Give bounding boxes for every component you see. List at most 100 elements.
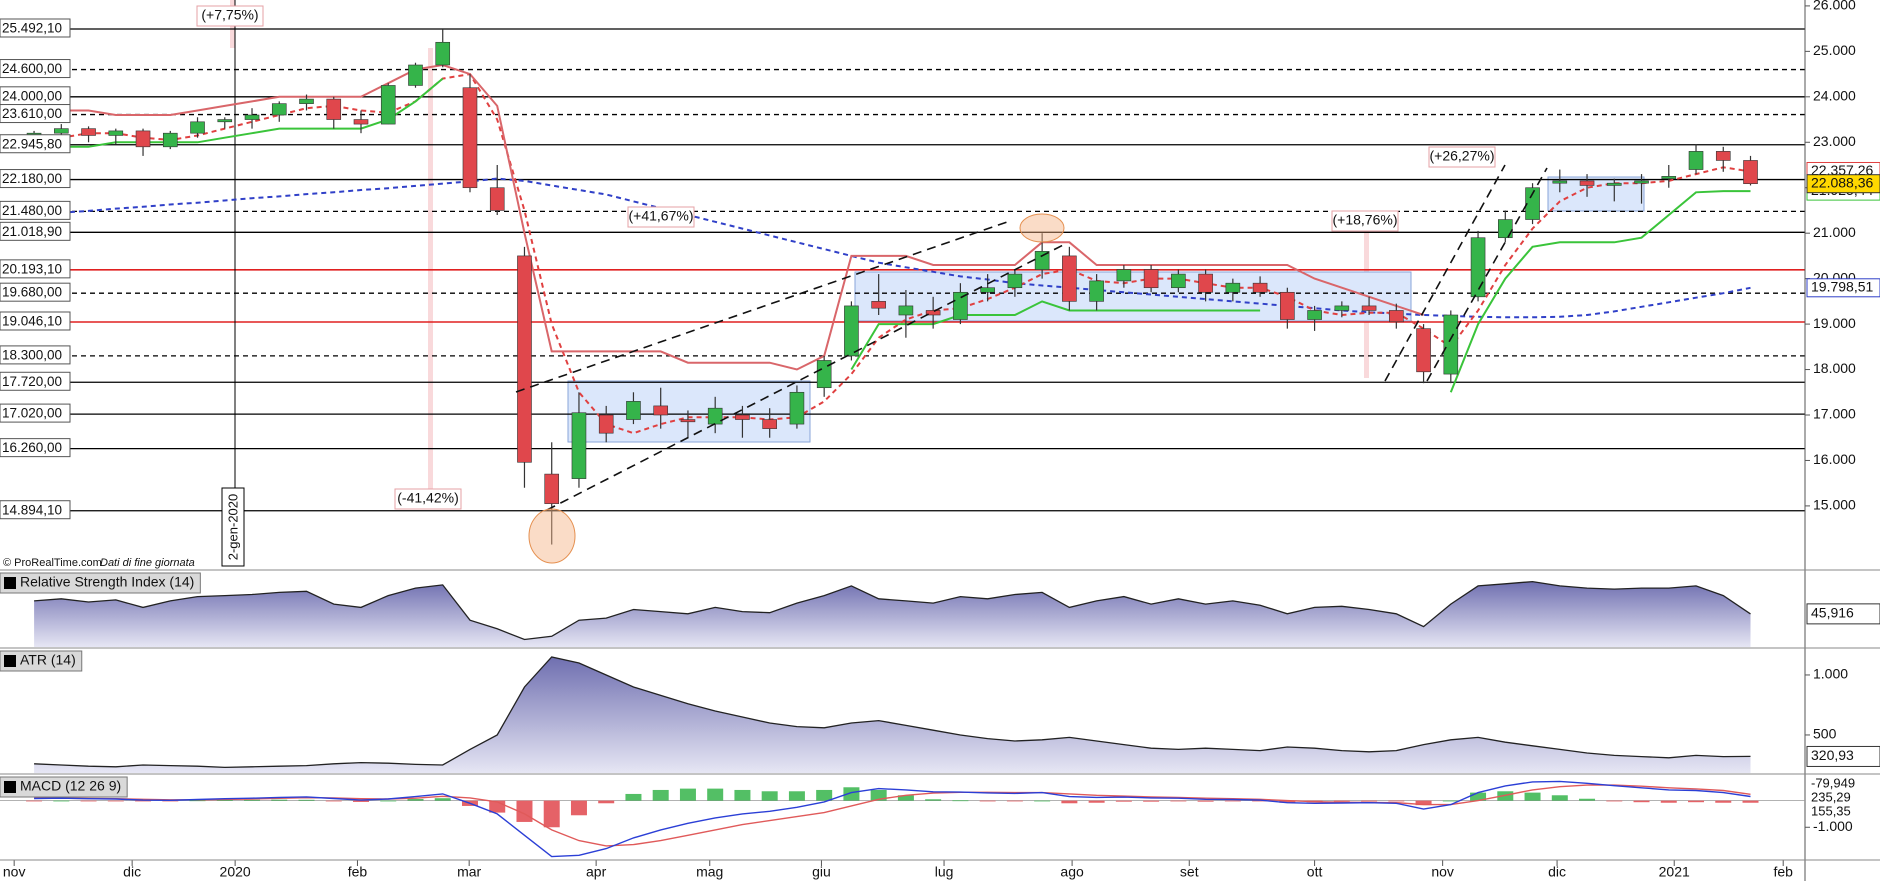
histogram-bar xyxy=(788,791,805,801)
date-marker-box xyxy=(221,487,245,567)
candle-body xyxy=(598,414,614,434)
histogram-bar xyxy=(271,799,288,801)
x-tick-label: 2020 xyxy=(220,864,251,880)
candle-body xyxy=(1007,273,1023,289)
candle-body xyxy=(108,130,124,136)
price-badge xyxy=(1806,174,1880,194)
candle-body xyxy=(925,310,941,316)
level-label: 17.020,00 xyxy=(2,406,62,421)
histogram-bar xyxy=(761,791,778,801)
histogram-bar xyxy=(1088,800,1105,803)
y-tick-label: 24.000 xyxy=(1813,88,1856,104)
candle-body xyxy=(1116,269,1132,282)
level-label-box xyxy=(0,221,71,241)
candle-body xyxy=(1525,187,1540,220)
histogram-bar xyxy=(1551,795,1568,801)
level-label: 22.945,80 xyxy=(2,136,62,151)
histogram-bar xyxy=(216,799,233,801)
histogram-bar xyxy=(53,800,70,802)
histogram-bar xyxy=(353,800,369,802)
y-tick-label: 23.000 xyxy=(1813,133,1856,149)
price-badge-label: 22.357,26 xyxy=(1811,162,1873,178)
x-tick-label: 2021 xyxy=(1659,864,1690,880)
histogram-bar xyxy=(679,788,696,801)
x-tick-label: lug xyxy=(935,864,954,880)
histogram-bar xyxy=(1524,792,1541,801)
candle-body xyxy=(1470,237,1486,298)
price-badge xyxy=(1806,278,1880,298)
x-tick-label: apr xyxy=(586,864,607,880)
histogram-bar xyxy=(843,787,860,801)
candle-body xyxy=(54,128,69,134)
highlight-band xyxy=(428,48,433,497)
histogram-bar xyxy=(1415,800,1432,806)
candle-body xyxy=(707,407,723,425)
level-label-box xyxy=(0,59,71,79)
candle-body xyxy=(135,130,151,148)
level-label: 21.480,00 xyxy=(2,203,62,218)
histogram-bar xyxy=(816,789,833,801)
level-label-box xyxy=(0,500,71,520)
y-tick-label: 16.000 xyxy=(1813,451,1856,467)
annotation: (-41,42%) xyxy=(397,490,458,506)
candle-body xyxy=(299,98,314,104)
candle-body xyxy=(1171,273,1186,289)
x-tick-label: nov xyxy=(1431,864,1454,880)
level-label-box xyxy=(0,311,71,331)
value-badge-label: -79,949 xyxy=(1811,775,1855,790)
level-label: 20.193,10 xyxy=(2,261,62,276)
histogram-bar xyxy=(1333,800,1350,802)
histogram-bar xyxy=(1224,800,1241,802)
panel-title: MACD (12 26 9) xyxy=(20,778,121,794)
y-tick-label: 19.000 xyxy=(1813,315,1856,331)
level-label: 14.894,10 xyxy=(2,502,62,517)
histogram-bar xyxy=(1197,800,1214,802)
candle-body xyxy=(816,360,832,389)
candle-body xyxy=(244,114,260,120)
panel-title-box xyxy=(0,650,83,672)
value-badge-label: 45,916 xyxy=(1811,605,1854,621)
histogram-bar xyxy=(707,788,724,801)
candle-body xyxy=(953,291,968,320)
histogram-bar xyxy=(652,789,669,801)
value-badge-label: 235,29 xyxy=(1811,789,1851,804)
candle-body xyxy=(571,412,587,479)
x-tick-label: set xyxy=(1180,864,1199,880)
overlay-line xyxy=(34,63,1424,371)
x-tick-label: ott xyxy=(1307,864,1323,880)
date-marker-label: 2-gen-2020 xyxy=(225,494,240,561)
histogram-bar xyxy=(1633,800,1650,803)
histogram-bar xyxy=(162,800,179,802)
candle-body xyxy=(1252,282,1268,293)
attribution: © ProRealTime.com xyxy=(3,557,102,569)
candle-body xyxy=(1361,305,1377,311)
candle-body xyxy=(1089,280,1104,302)
histogram-bar xyxy=(135,800,152,802)
level-label: 19.680,00 xyxy=(2,285,62,300)
candle-body xyxy=(1443,314,1459,375)
trend-line xyxy=(1384,164,1506,382)
candle-body xyxy=(1606,182,1622,186)
level-label: 24.600,00 xyxy=(2,61,62,76)
histogram-bar xyxy=(979,800,996,802)
histogram-bar xyxy=(1115,800,1132,802)
level-label-box xyxy=(0,438,71,458)
highlight-circle xyxy=(1019,213,1065,243)
candle-body xyxy=(1225,282,1241,293)
histogram-bar xyxy=(434,798,451,801)
y-tick-label: -1.000 xyxy=(1813,818,1853,834)
candle-body xyxy=(1416,328,1431,373)
annotation: (+18,76%) xyxy=(1333,212,1398,228)
level-label-box xyxy=(0,259,71,279)
y-tick-label: 15.000 xyxy=(1813,497,1856,513)
histogram-bar xyxy=(870,789,887,801)
date-marker: 2-gen-2020 xyxy=(221,487,245,567)
candle-body xyxy=(380,85,396,125)
histogram-bar xyxy=(734,789,751,801)
level-label: 21.018,90 xyxy=(2,224,62,239)
histogram-bar xyxy=(380,800,397,802)
histogram-bar xyxy=(1660,800,1677,803)
highlight-circle xyxy=(528,508,576,564)
histogram-bar xyxy=(489,800,506,813)
level-label: 24.000,00 xyxy=(2,88,62,103)
